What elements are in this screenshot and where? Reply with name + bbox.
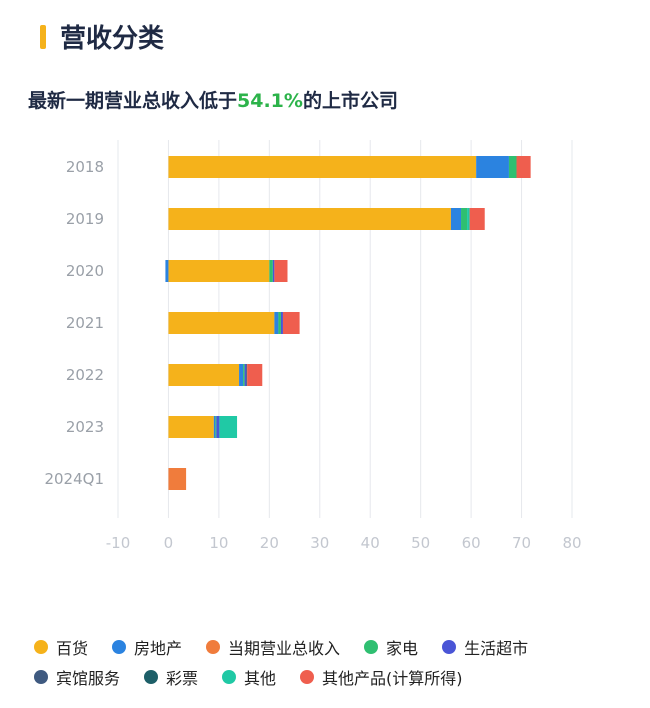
y-category-label: 2023 (66, 418, 104, 436)
bar-segment (467, 208, 470, 230)
bar-segment (274, 260, 288, 282)
x-tick-label: 30 (310, 534, 329, 552)
legend-swatch-icon (222, 670, 237, 684)
x-tick-label: 50 (411, 534, 430, 552)
bar-segment (246, 364, 248, 386)
legend-label: 彩票 (166, 669, 199, 688)
legend-item[interactable]: 其他产品(计算所得) (300, 665, 463, 689)
x-tick-label: 60 (462, 534, 481, 552)
legend-label: 房地产 (134, 639, 183, 658)
x-tick-label: 10 (209, 534, 228, 552)
bar-segment (168, 260, 270, 282)
y-category-label: 2019 (66, 210, 104, 228)
legend-item[interactable]: 其他 (222, 665, 276, 689)
legend-label: 其他 (244, 669, 277, 688)
legend-item[interactable]: 彩票 (144, 665, 198, 689)
bar-segment (243, 364, 245, 386)
legend-item[interactable]: 当期营业总收入 (206, 635, 340, 659)
bar-segment (280, 312, 283, 334)
legend-swatch-icon (300, 670, 315, 684)
bar-segment (516, 156, 531, 178)
x-tick-label: 20 (260, 534, 279, 552)
legend-swatch-icon (34, 640, 48, 654)
bar-segment (168, 208, 451, 230)
legend-item[interactable]: 房地产 (112, 635, 182, 659)
legend-swatch-icon (206, 640, 221, 654)
subtitle-prefix: 最新一期营业总收入低于 (28, 90, 238, 112)
x-tick-label: 80 (562, 534, 581, 552)
legend-swatch-icon (144, 670, 159, 684)
x-tick-label: 0 (164, 534, 174, 552)
legend-row: 百货 房地产 当期营业总收入 家电 生活超市 (34, 632, 634, 662)
bar-segment (168, 156, 477, 178)
y-category-label: 2021 (66, 314, 104, 332)
legend-swatch-icon (34, 670, 48, 684)
legend-item[interactable]: 生活超市 (442, 635, 528, 659)
legend-swatch-icon (442, 640, 457, 654)
bar-segment (508, 156, 517, 178)
y-category-label: 2020 (66, 262, 104, 280)
legend-label: 当期营业总收入 (228, 639, 341, 658)
bar-segment (244, 364, 247, 386)
bar-segment (168, 468, 187, 490)
legend-item[interactable]: 家电 (364, 635, 418, 659)
bar-segment (247, 364, 263, 386)
bar-segment (219, 416, 238, 438)
x-tick-label: 40 (361, 534, 380, 552)
bar-segment (168, 312, 275, 334)
bar-segment (461, 208, 468, 230)
legend-item[interactable]: 百货 (34, 635, 88, 659)
legend-label: 家电 (386, 639, 419, 658)
legend-row: 宾馆服务 彩票 其他 其他产品(计算所得) (34, 662, 634, 692)
bar-segment (278, 312, 281, 334)
bar-segment (469, 208, 485, 230)
x-tick-label: -10 (106, 534, 131, 552)
bar-segment (476, 156, 509, 178)
bar-segment (450, 208, 462, 230)
legend-label: 其他产品(计算所得) (322, 669, 463, 688)
legend-swatch-icon (364, 640, 379, 654)
section-header: 营收分类 (40, 18, 164, 55)
bar-segment (274, 312, 279, 334)
bar-segment (168, 416, 214, 438)
legend-item[interactable]: 宾馆服务 (34, 665, 120, 689)
bar-segment (272, 260, 275, 282)
legend-label: 百货 (56, 639, 89, 658)
bar-segment (239, 364, 244, 386)
bar-segment (213, 416, 216, 438)
header-accent-bar (40, 24, 46, 49)
legend-label: 生活超市 (464, 639, 529, 658)
chart-subtitle: 最新一期营业总收入低于54.1%的上市公司 (28, 86, 398, 113)
bar-segment (282, 312, 300, 334)
chart-legend: 百货 房地产 当期营业总收入 家电 生活超市宾馆服务 彩票 其他 其他产品(计算所得) (34, 632, 634, 692)
bar-segment (269, 260, 273, 282)
bar-chart: -10 0 10 20 30 40 50 60 70 80 2018 2019 2020 2021 2022… (44, 140, 582, 552)
bar-segment (215, 416, 217, 438)
bar-segment (168, 364, 240, 386)
legend-label: 宾馆服务 (56, 669, 121, 688)
bar-segment (216, 416, 220, 438)
y-category-label: 2022 (66, 366, 104, 384)
subtitle-suffix: 的上市公司 (302, 90, 398, 112)
subtitle-highlight: 54.1% (237, 90, 303, 112)
bar-segment (165, 260, 169, 282)
section-title: 营收分类 (60, 24, 165, 54)
x-tick-label: 70 (512, 534, 531, 552)
y-category-label: 2024Q1 (44, 470, 104, 488)
legend-swatch-icon (112, 640, 127, 654)
y-category-label: 2018 (66, 158, 104, 176)
